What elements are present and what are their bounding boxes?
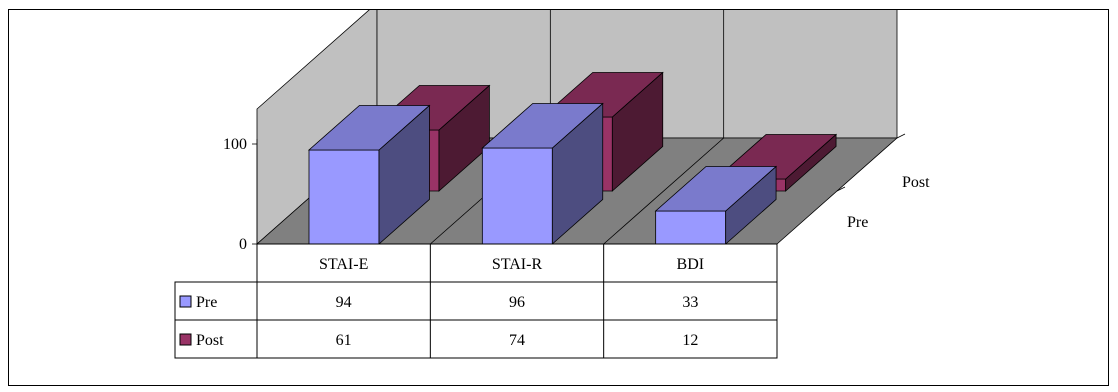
table-value-cell: 94	[336, 294, 352, 311]
legend-swatch-post	[179, 333, 192, 346]
legend-swatch-pre	[179, 295, 192, 308]
floor-gridline	[603, 137, 724, 245]
bar-pre-stair-front	[481, 147, 553, 245]
bar-pre-staie-top	[307, 105, 431, 151]
y-tick-label: 100	[223, 136, 247, 153]
chart-bars	[307, 71, 838, 245]
depth-axis-label: Pre	[847, 214, 868, 231]
table-value-cell: 74	[509, 332, 525, 349]
table-value-cell: 96	[509, 294, 525, 311]
table-value-cell: 61	[336, 332, 352, 349]
chart-axes: 0 100 Pre Post	[223, 133, 930, 253]
table-header-cell: STAI-E	[319, 256, 368, 273]
chart-svg: 0 100 Pre Post STAI-E STAI-R BDI Pre 94 96 33 Post…	[174, 10, 930, 359]
legend-label-post: Post	[196, 332, 224, 349]
table-row	[174, 319, 778, 359]
bar-pre-bdi-front	[655, 210, 727, 245]
bar-pre-staie-front	[308, 149, 380, 245]
table-header-row	[256, 243, 778, 283]
table-value-cell: 33	[682, 294, 698, 311]
table-value-cell: 12	[682, 332, 698, 349]
depth-tick	[836, 186, 846, 192]
bar-pre-stair-top	[481, 103, 604, 149]
table-header-cell: STAI-R	[492, 256, 543, 273]
data-table: STAI-E STAI-R BDI Pre 94 96 33 Post 61 74 12	[174, 243, 778, 359]
chart-frame: 0 100 Pre Post STAI-E STAI-R BDI Pre 94 96 33 Post…	[8, 9, 1109, 386]
table-header-cell: BDI	[677, 256, 705, 273]
depth-tick	[896, 133, 906, 139]
y-tick-label: 0	[239, 236, 247, 253]
bar-pre-bdi-top	[654, 166, 778, 212]
depth-axis-label: Post	[902, 174, 930, 191]
legend-label-pre: Pre	[196, 294, 217, 311]
